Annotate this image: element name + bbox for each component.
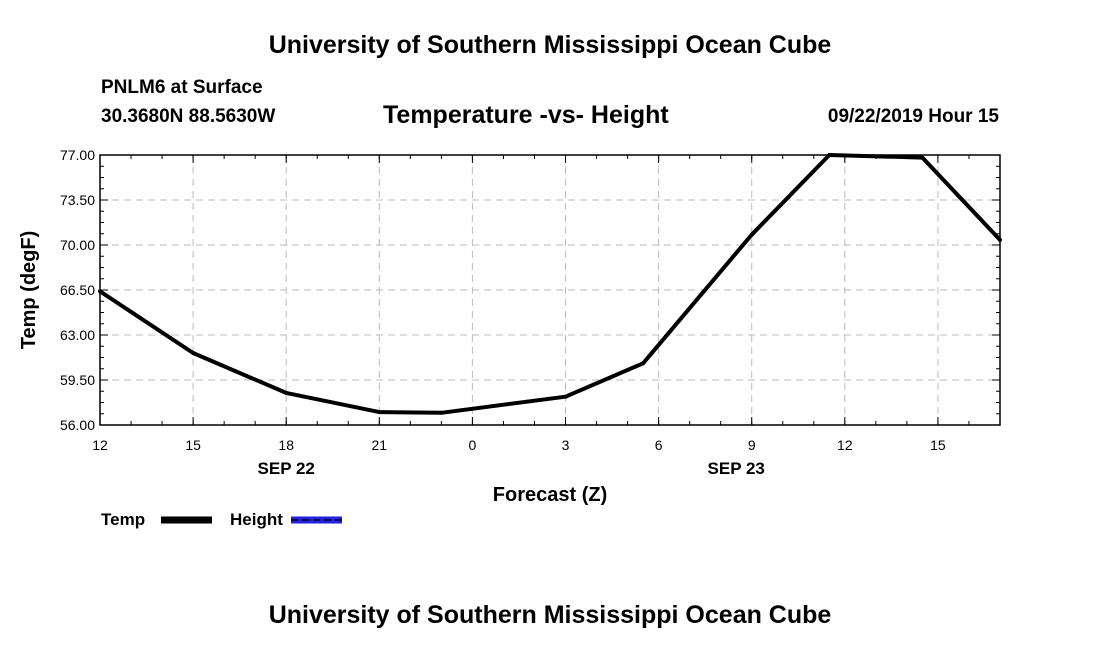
x-tick-label: 21 bbox=[372, 437, 388, 453]
legend-height-label: Height bbox=[230, 510, 283, 529]
y-tick-label: 70.00 bbox=[60, 237, 95, 253]
y-tick-label: 59.50 bbox=[60, 372, 95, 388]
x-axis-label: Forecast (Z) bbox=[493, 484, 607, 506]
y-tick-labels: 56.00 59.50 63.00 66.50 70.00 73.50 77.00 bbox=[60, 147, 95, 433]
series-layer bbox=[98, 153, 1002, 415]
y-tick-label: 77.00 bbox=[60, 147, 95, 163]
y-axis-label: Temp (degF) bbox=[18, 231, 40, 350]
chart-title: Temperature -vs- Height bbox=[383, 101, 669, 129]
data-point-temp bbox=[191, 351, 196, 355]
data-point-temp bbox=[749, 232, 754, 237]
plot-frame bbox=[99, 154, 1001, 426]
x-tick-label: 12 bbox=[837, 437, 853, 453]
x-tick-label: 18 bbox=[278, 437, 294, 453]
x-tick-label: 6 bbox=[655, 437, 663, 453]
y-tick-label: 66.50 bbox=[60, 282, 95, 298]
bottom-title: University of Southern Mississippi Ocean… bbox=[268, 601, 832, 629]
data-point-temp bbox=[284, 390, 289, 395]
series-line-temp bbox=[98, 153, 1002, 415]
data-point-temp bbox=[641, 361, 646, 366]
y-tick-label: 73.50 bbox=[60, 192, 95, 208]
coords-label: 30.3680N 88.5630W bbox=[101, 106, 276, 127]
date-label: SEP 23 bbox=[708, 459, 765, 478]
data-point-temp bbox=[920, 155, 925, 160]
y-tick-label: 63.00 bbox=[60, 327, 95, 343]
x-tick-label: 9 bbox=[748, 437, 756, 453]
station-label: PNLM6 at Surface bbox=[101, 77, 263, 98]
data-point-temp bbox=[563, 394, 568, 399]
x-tick-labels: 12 15 18 21 0 3 6 9 12 15 SEP 22 SEP 23 bbox=[92, 437, 946, 478]
x-tick-label: 12 bbox=[92, 437, 108, 453]
legend: Temp Height bbox=[101, 510, 342, 529]
date-label: SEP 22 bbox=[258, 459, 315, 478]
x-tick-label: 0 bbox=[469, 437, 477, 453]
legend-temp-label: Temp bbox=[101, 510, 145, 529]
data-point-temp bbox=[377, 410, 382, 415]
x-tick-label: 3 bbox=[562, 437, 570, 453]
y-tick-label: 56.00 bbox=[60, 417, 95, 433]
grid bbox=[100, 155, 1000, 425]
x-tick-label: 15 bbox=[185, 437, 201, 453]
datetime-label: 09/22/2019 Hour 15 bbox=[827, 106, 999, 127]
x-tick-label: 15 bbox=[930, 437, 946, 453]
data-point-temp bbox=[439, 410, 444, 415]
top-title: University of Southern Mississippi Ocean… bbox=[268, 31, 832, 59]
